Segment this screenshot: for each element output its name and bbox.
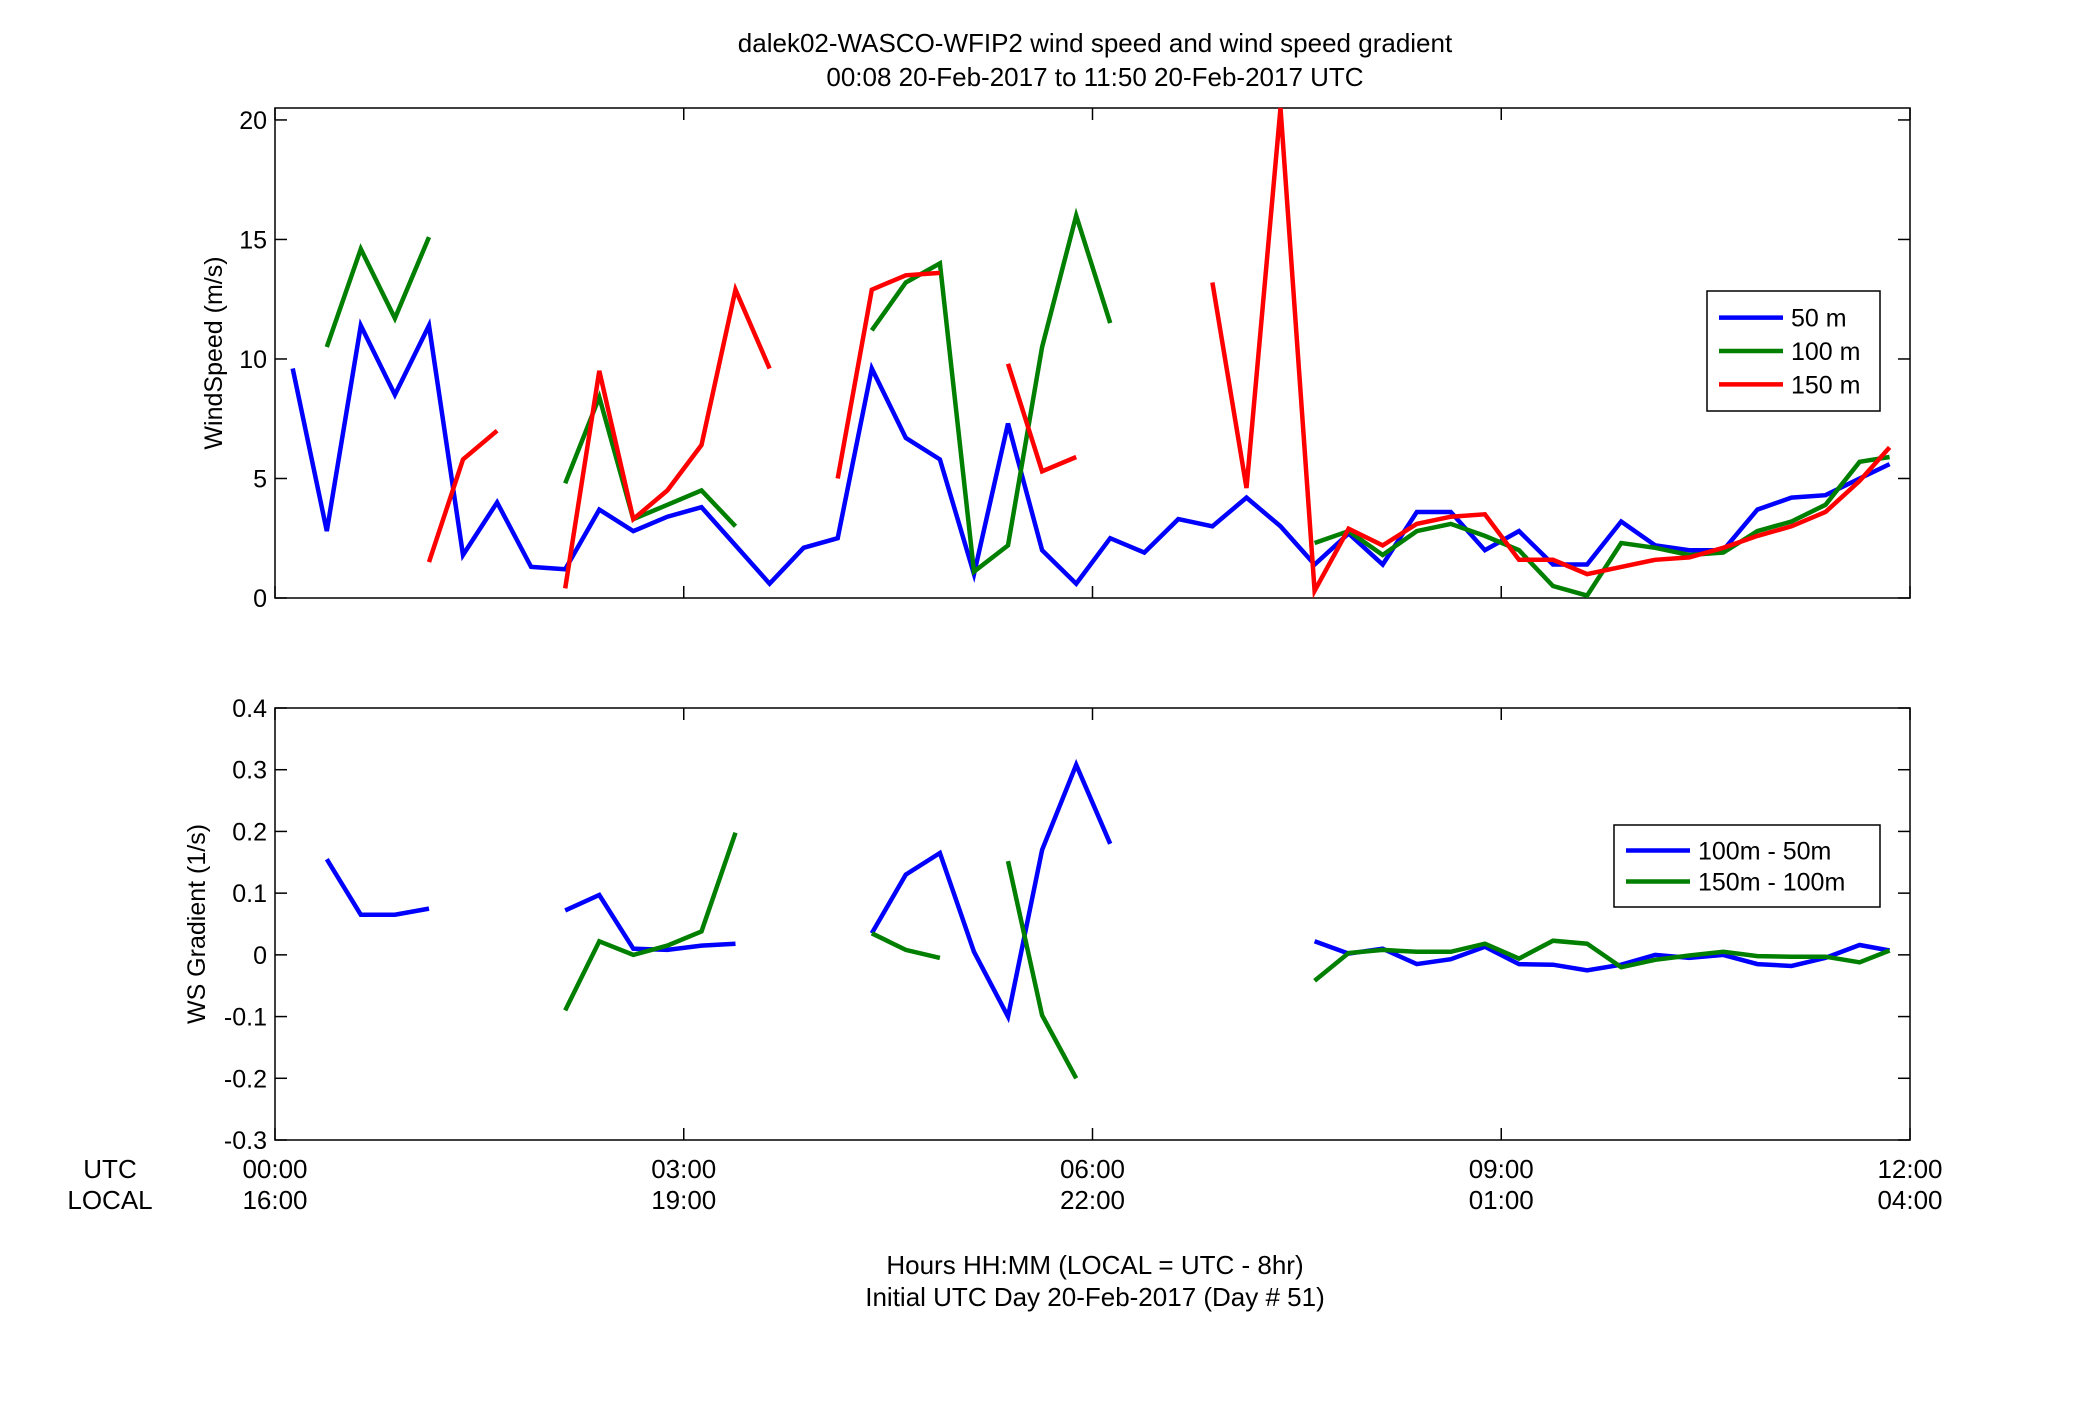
gradient-ytick-label: -0.1 [224, 1004, 267, 1032]
windspeed-series-line [290, 318, 1891, 588]
gradient-legend: 100m - 50m 150m - 100m [1613, 824, 1881, 908]
windspeed-legend-label: 100 m [1791, 338, 1860, 366]
gradient-ytick-label: -0.3 [224, 1127, 267, 1155]
local-tick-label: 19:00 [651, 1185, 716, 1215]
local-tick-label: 01:00 [1469, 1185, 1534, 1215]
windspeed-ytick-label: 15 [239, 226, 267, 254]
chart-title-line2: 00:08 20-Feb-2017 to 11:50 20-Feb-2017 U… [826, 62, 1363, 92]
windspeed-series-line [562, 282, 772, 589]
gradient-ytick-label: 0.2 [232, 818, 267, 846]
local-tick-label: 04:00 [1877, 1185, 1942, 1215]
windspeed-ytick-label: 20 [239, 107, 267, 135]
utc-tick-label: 00:00 [242, 1154, 307, 1184]
utc-tick-label: 06:00 [1060, 1154, 1125, 1184]
gradient-legend-label: 150m - 100m [1698, 869, 1845, 897]
utc-tick-label: 09:00 [1469, 1154, 1534, 1184]
local-row-label: LOCAL [67, 1185, 152, 1215]
gradient-series-line [870, 931, 941, 961]
gradient-series-line [869, 758, 1113, 1024]
x-caption-line2: Initial UTC Day 20-Feb-2017 (Day # 51) [865, 1282, 1325, 1312]
local-tick-label: 22:00 [1060, 1185, 1125, 1215]
windspeed-series-line [324, 236, 432, 348]
windspeed-series-line [1210, 107, 1892, 599]
windspeed-series-line [426, 428, 499, 563]
gradient-ytick-label: 0.4 [232, 695, 267, 723]
gradient-series-line [1005, 860, 1079, 1080]
gradient-series-line [324, 858, 430, 917]
x-caption-line1: Hours HH:MM (LOCAL = UTC - 8hr) [886, 1250, 1303, 1280]
gradient-series-line [1313, 939, 1891, 973]
gradient-ytick-label: 0 [253, 942, 267, 970]
windspeed-ytick-label: 5 [253, 465, 267, 493]
gradient-ytick-label: 0.3 [232, 757, 267, 785]
chart-title-line1: dalek02-WASCO-WFIP2 wind speed and wind … [738, 28, 1453, 58]
windspeed-plot-area [274, 107, 1911, 599]
utc-tick-label: 03:00 [651, 1154, 716, 1184]
gradient-panel: -0.3 -0.2 -0.1 0 0.1 0.2 0.3 0.4 WS Gradient (1… [183, 695, 1911, 1155]
windspeed-legend-label: 50 m [1791, 305, 1847, 333]
gradient-plot-area [274, 707, 1911, 1141]
gradient-series-line [1313, 938, 1891, 983]
utc-row-label: UTC [83, 1154, 136, 1184]
gradient-legend-label: 100m - 50m [1698, 838, 1831, 866]
windspeed-ytick-label: 10 [239, 346, 267, 374]
utc-tick-label: 12:00 [1877, 1154, 1942, 1184]
windspeed-series-line [835, 270, 941, 479]
gradient-ylabel: WS Gradient (1/s) [183, 824, 211, 1024]
gradient-ytick-label: -0.2 [224, 1065, 267, 1093]
windspeed-ylabel: WindSpeed (m/s) [200, 256, 228, 449]
windspeed-legend-label: 150 m [1791, 371, 1860, 399]
windspeed-panel: 0 5 10 15 20 WindSpeed (m/s) 50 m 100 m 150 m [200, 107, 1911, 613]
windspeed-legend: 50 m 100 m 150 m [1706, 290, 1881, 412]
gradient-series-line [563, 831, 738, 1012]
local-tick-label: 16:00 [242, 1185, 307, 1215]
gradient-legend-box [1613, 824, 1881, 908]
windspeed-series-line [869, 207, 1113, 576]
windspeed-series-line [1005, 363, 1078, 475]
gradient-ytick-label: 0.1 [232, 880, 267, 908]
windspeed-ytick-label: 0 [253, 585, 267, 613]
